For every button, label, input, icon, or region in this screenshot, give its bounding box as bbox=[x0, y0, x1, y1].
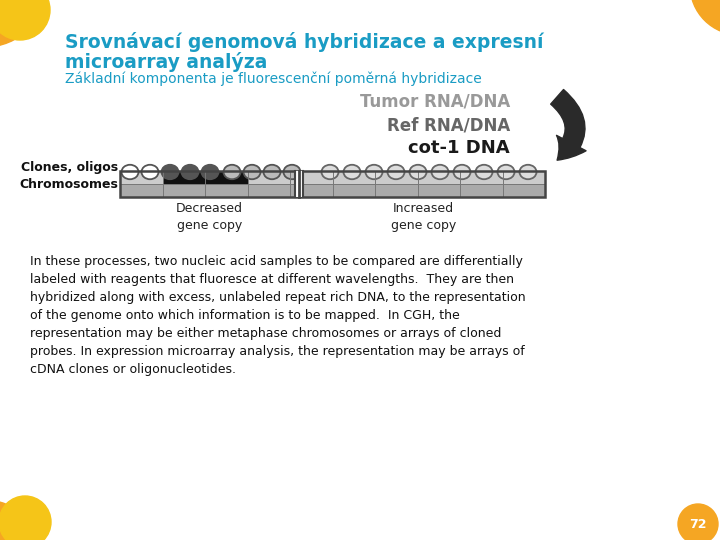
Circle shape bbox=[0, 0, 50, 40]
Text: of the genome onto which information is to be mapped.  In CGH, the: of the genome onto which information is … bbox=[30, 309, 460, 322]
Circle shape bbox=[690, 0, 720, 35]
Ellipse shape bbox=[264, 165, 281, 179]
Bar bbox=[205, 171, 248, 184]
Bar bbox=[418, 171, 460, 184]
Bar bbox=[248, 171, 290, 184]
Bar bbox=[375, 184, 418, 197]
Text: Tumor RNA/DNA: Tumor RNA/DNA bbox=[360, 93, 510, 111]
Bar bbox=[460, 171, 503, 184]
Ellipse shape bbox=[431, 165, 449, 179]
Bar bbox=[290, 171, 333, 184]
Bar bbox=[120, 171, 545, 197]
Ellipse shape bbox=[223, 165, 240, 179]
Text: 72: 72 bbox=[689, 517, 707, 530]
Ellipse shape bbox=[475, 165, 492, 179]
Bar bbox=[294, 171, 302, 197]
Bar bbox=[120, 171, 163, 184]
Ellipse shape bbox=[142, 165, 158, 179]
Bar bbox=[503, 171, 545, 184]
Bar bbox=[503, 184, 545, 197]
Ellipse shape bbox=[410, 165, 426, 179]
Circle shape bbox=[678, 504, 718, 540]
Text: cot-1 DNA: cot-1 DNA bbox=[408, 139, 510, 157]
Text: Ref RNA/DNA: Ref RNA/DNA bbox=[387, 116, 510, 134]
Ellipse shape bbox=[161, 165, 179, 179]
Text: hybridized along with excess, unlabeled repeat rich DNA, to the representation: hybridized along with excess, unlabeled … bbox=[30, 291, 526, 304]
Bar bbox=[460, 184, 503, 197]
Bar bbox=[163, 171, 205, 184]
Bar bbox=[375, 171, 418, 184]
Bar bbox=[333, 184, 375, 197]
Text: Chromosomes: Chromosomes bbox=[19, 178, 118, 191]
Ellipse shape bbox=[520, 165, 536, 179]
Circle shape bbox=[0, 0, 47, 47]
Ellipse shape bbox=[243, 165, 261, 179]
Text: Clones, oligos: Clones, oligos bbox=[21, 161, 118, 174]
Bar bbox=[163, 184, 205, 197]
Circle shape bbox=[0, 496, 51, 540]
Text: Srovnávací genomová hybridizace a expresní: Srovnávací genomová hybridizace a expres… bbox=[65, 32, 544, 52]
Text: Základní komponenta je fluorescenční poměrná hybridizace: Základní komponenta je fluorescenční pom… bbox=[65, 72, 482, 86]
Ellipse shape bbox=[322, 165, 338, 179]
Text: microarray analýza: microarray analýza bbox=[65, 52, 267, 72]
Bar bbox=[205, 184, 248, 197]
FancyArrowPatch shape bbox=[551, 90, 586, 160]
Bar bbox=[418, 184, 460, 197]
Text: probes. In expression microarray analysis, the representation may be arrays of: probes. In expression microarray analysi… bbox=[30, 345, 525, 358]
Text: cDNA clones or oligonucleotides.: cDNA clones or oligonucleotides. bbox=[30, 363, 236, 376]
Bar bbox=[248, 184, 290, 197]
Ellipse shape bbox=[343, 165, 361, 179]
Ellipse shape bbox=[284, 165, 300, 179]
Text: In these processes, two nucleic acid samples to be compared are differentially: In these processes, two nucleic acid sam… bbox=[30, 255, 523, 268]
Ellipse shape bbox=[181, 165, 199, 179]
Ellipse shape bbox=[122, 165, 138, 179]
Text: representation may be either metaphase chromosomes or arrays of cloned: representation may be either metaphase c… bbox=[30, 327, 501, 340]
Ellipse shape bbox=[366, 165, 382, 179]
Text: Decreased
gene copy: Decreased gene copy bbox=[176, 202, 243, 232]
Ellipse shape bbox=[387, 165, 405, 179]
Ellipse shape bbox=[498, 165, 515, 179]
Bar bbox=[120, 184, 163, 197]
Bar bbox=[290, 184, 333, 197]
Ellipse shape bbox=[454, 165, 470, 179]
Text: Increased
gene copy: Increased gene copy bbox=[391, 202, 456, 232]
Bar bbox=[333, 171, 375, 184]
Ellipse shape bbox=[202, 165, 218, 179]
Circle shape bbox=[0, 500, 40, 540]
Text: labeled with reagents that fluoresce at different wavelengths.  They are then: labeled with reagents that fluoresce at … bbox=[30, 273, 514, 286]
